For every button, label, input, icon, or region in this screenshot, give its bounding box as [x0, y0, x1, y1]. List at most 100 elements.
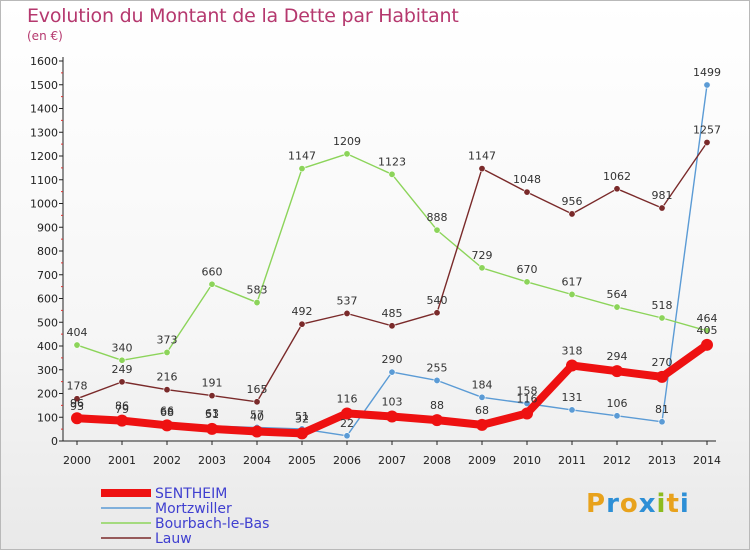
data-label-mortzwiller: 51 [295, 410, 309, 423]
x-tick-label: 2010 [513, 454, 541, 467]
data-label-mortzwiller: 106 [607, 397, 628, 410]
data-point-mortzwiller [568, 406, 576, 414]
data-point-bourbach-le-bas [73, 341, 81, 349]
data-point-lauw [208, 392, 216, 400]
data-label-mortzwiller: 1499 [693, 66, 721, 79]
data-label-bourbach-le-bas: 1147 [288, 150, 316, 163]
data-point-sentheim [251, 425, 263, 438]
data-label-bourbach-le-bas: 660 [202, 265, 223, 278]
data-label-mortzwiller: 22 [340, 417, 354, 430]
y-tick-label: 400 [37, 340, 58, 353]
x-tick-label: 2011 [558, 454, 586, 467]
data-point-mortzwiller [613, 412, 621, 420]
data-point-mortzwiller [658, 418, 666, 426]
y-tick-label: 800 [37, 245, 58, 258]
data-label-mortzwiller: 255 [427, 361, 448, 374]
data-point-mortzwiller [388, 368, 396, 376]
data-label-lauw: 1257 [693, 123, 721, 136]
data-point-lauw [478, 165, 486, 173]
data-point-lauw [613, 185, 621, 193]
x-tick-label: 2007 [378, 454, 406, 467]
x-tick-label: 2000 [63, 454, 91, 467]
data-point-lauw [658, 204, 666, 212]
logo-letter: i [679, 489, 690, 519]
data-point-bourbach-le-bas [118, 356, 126, 364]
proxiti-logo: Proxiti [586, 489, 690, 519]
x-tick-label: 2002 [153, 454, 181, 467]
data-point-bourbach-le-bas [343, 150, 351, 158]
data-label-mortzwiller: 184 [472, 378, 493, 391]
data-point-lauw [118, 378, 126, 386]
data-point-bourbach-le-bas [208, 280, 216, 288]
data-label-sentheim: 40 [250, 411, 264, 424]
data-label-bourbach-le-bas: 583 [247, 284, 268, 297]
data-point-sentheim [296, 427, 308, 440]
y-tick-label: 200 [37, 388, 58, 401]
data-label-bourbach-le-bas: 518 [652, 299, 673, 312]
data-label-lauw: 1048 [513, 173, 541, 186]
data-point-bourbach-le-bas [388, 170, 396, 178]
logo-letter: x [638, 489, 657, 519]
x-tick-label: 2013 [648, 454, 676, 467]
data-label-bourbach-le-bas: 373 [157, 333, 178, 346]
data-label-bourbach-le-bas: 670 [517, 263, 538, 276]
x-tick-label: 2008 [423, 454, 451, 467]
y-tick-label: 900 [37, 221, 58, 234]
data-point-bourbach-le-bas [568, 290, 576, 298]
data-label-sentheim: 405 [697, 324, 718, 337]
data-label-lauw: 191 [202, 377, 223, 390]
y-tick-label: 1300 [30, 126, 58, 139]
data-point-sentheim [656, 370, 668, 383]
data-point-sentheim [386, 410, 398, 423]
x-tick-label: 2003 [198, 454, 226, 467]
unit-label: (en €) [27, 29, 63, 43]
data-label-lauw: 1062 [603, 170, 631, 183]
data-label-sentheim: 66 [160, 404, 174, 417]
legend-label-bourbach-le-bas: Bourbach-le-Bas [155, 516, 269, 532]
data-point-bourbach-le-bas [298, 165, 306, 173]
data-label-sentheim: 270 [652, 356, 673, 369]
chart-title: Evolution du Montant de la Dette par Hab… [27, 5, 459, 27]
data-point-bourbach-le-bas [658, 314, 666, 322]
data-label-mortzwiller: 79 [115, 403, 129, 416]
data-point-lauw [343, 309, 351, 317]
data-point-bourbach-le-bas [703, 327, 711, 335]
data-point-sentheim [701, 338, 713, 351]
data-label-mortzwiller: 57 [250, 408, 264, 421]
data-point-mortzwiller [343, 432, 351, 440]
data-label-lauw: 981 [652, 189, 673, 202]
data-point-lauw [568, 210, 576, 218]
data-point-sentheim [71, 412, 83, 425]
data-label-sentheim: 88 [430, 399, 444, 412]
y-tick-label: 100 [37, 411, 58, 424]
data-label-bourbach-le-bas: 1123 [378, 155, 406, 168]
data-label-lauw: 492 [292, 305, 313, 318]
data-label-sentheim: 68 [475, 404, 489, 417]
x-tick-label: 2014 [693, 454, 721, 467]
data-label-sentheim: 51 [205, 408, 219, 421]
data-label-bourbach-le-bas: 340 [112, 341, 133, 354]
data-label-sentheim: 116 [517, 392, 538, 405]
data-label-mortzwiller: 158 [517, 384, 538, 397]
data-label-bourbach-le-bas: 888 [427, 211, 448, 224]
data-point-lauw [388, 322, 396, 330]
data-point-sentheim [476, 418, 488, 431]
data-label-lauw: 540 [427, 294, 448, 307]
logo-letter: t [666, 489, 680, 519]
data-point-sentheim [161, 419, 173, 432]
data-label-bourbach-le-bas: 564 [607, 288, 628, 301]
data-point-sentheim [341, 407, 353, 420]
data-point-bourbach-le-bas [253, 299, 261, 307]
data-label-mortzwiller: 63 [205, 407, 219, 420]
data-point-bourbach-le-bas [478, 264, 486, 272]
data-label-sentheim: 32 [295, 412, 309, 425]
y-tick-label: 600 [37, 293, 58, 306]
data-point-sentheim [566, 359, 578, 372]
data-point-lauw [523, 188, 531, 196]
x-tick-label: 2005 [288, 454, 316, 467]
data-point-lauw [73, 395, 81, 403]
data-point-mortzwiller [478, 393, 486, 401]
data-point-lauw [253, 398, 261, 406]
data-point-sentheim [431, 414, 443, 427]
